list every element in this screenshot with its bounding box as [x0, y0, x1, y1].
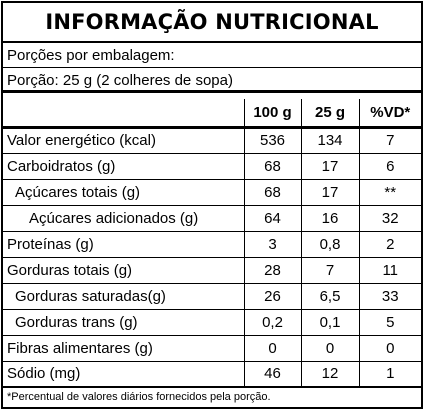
nutrient-name: Açúcares adicionados (g) — [3, 205, 244, 232]
value-per-serving: 7 — [300, 257, 359, 284]
table-row: Proteínas (g) 3 0,8 2 — [3, 231, 421, 258]
nutrient-name: Valor energético (kcal) — [3, 127, 244, 154]
value-per-100g: 0 — [243, 335, 301, 362]
table-row: Fibras alimentares (g) 0 0 0 — [3, 335, 421, 362]
value-per-serving: 6,5 — [300, 283, 359, 310]
value-daily-percent: 33 — [358, 283, 421, 310]
table-header-row: 100 g 25 g %VD* — [3, 99, 421, 129]
nutrient-name: Gorduras saturadas(g) — [3, 283, 244, 310]
value-daily-percent: 7 — [358, 127, 421, 154]
value-per-100g: 68 — [243, 153, 301, 180]
header-per-serving: 25 g — [300, 99, 359, 129]
nutrition-facts-panel: INFORMAÇÃO NUTRICIONAL Porções por embal… — [1, 1, 423, 409]
value-per-serving: 17 — [300, 179, 359, 206]
serving-size: Porção: 25 g (2 colheres de sopa) — [3, 68, 421, 93]
nutrient-name: Sódio (mg) — [3, 361, 244, 388]
nutrient-name: Gorduras trans (g) — [3, 309, 244, 336]
value-daily-percent: 0 — [358, 335, 421, 362]
nutrient-rows: Valor energético (kcal) 536 134 7 Carboidrat… — [3, 127, 421, 388]
value-per-100g: 0,2 — [243, 309, 301, 336]
table-row: Gorduras totais (g) 28 7 11 — [3, 257, 421, 284]
value-daily-percent: 11 — [358, 257, 421, 284]
value-per-100g: 28 — [243, 257, 301, 284]
footnote: *Percentual de valores diários fornecido… — [7, 391, 271, 403]
value-per-100g: 536 — [243, 127, 301, 154]
nutrient-name: Fibras alimentares (g) — [3, 335, 244, 362]
value-daily-percent: 1 — [358, 361, 421, 388]
nutrient-name: Açúcares totais (g) — [3, 179, 244, 206]
table-row: Carboidratos (g) 68 17 6 — [3, 153, 421, 180]
table-row: Gorduras saturadas(g) 26 6,5 33 — [3, 283, 421, 310]
value-per-100g: 3 — [243, 231, 301, 258]
table-row: Açúcares totais (g) 68 17 ** — [3, 179, 421, 206]
value-daily-percent: 5 — [358, 309, 421, 336]
table-row: Açúcares adicionados (g) 64 16 32 — [3, 205, 421, 232]
panel-title: INFORMAÇÃO NUTRICIONAL — [3, 3, 421, 43]
value-per-serving: 0,1 — [300, 309, 359, 336]
value-per-100g: 64 — [243, 205, 301, 232]
value-per-serving: 12 — [300, 361, 359, 388]
table-row: Valor energético (kcal) 536 134 7 — [3, 127, 421, 154]
value-daily-percent: 2 — [358, 231, 421, 258]
value-per-serving: 134 — [300, 127, 359, 154]
value-daily-percent: 6 — [358, 153, 421, 180]
table-row: Sódio (mg) 46 12 1 — [3, 361, 421, 388]
value-per-100g: 68 — [243, 179, 301, 206]
table-row: Gorduras trans (g) 0,2 0,1 5 — [3, 309, 421, 336]
nutrient-name: Gorduras totais (g) — [3, 257, 244, 284]
header-daily-value: %VD* — [358, 99, 421, 129]
nutrient-name: Proteínas (g) — [3, 231, 244, 258]
value-per-100g: 26 — [243, 283, 301, 310]
value-per-serving: 17 — [300, 153, 359, 180]
value-per-serving: 16 — [300, 205, 359, 232]
nutrient-name: Carboidratos (g) — [3, 153, 244, 180]
nutrition-table: 100 g 25 g %VD* Valor energético (kcal) 5… — [3, 99, 421, 388]
header-per-100g: 100 g — [243, 99, 301, 129]
value-per-100g: 46 — [243, 361, 301, 388]
value-daily-percent: 32 — [358, 205, 421, 232]
value-daily-percent: ** — [358, 179, 421, 206]
header-nutrient — [3, 99, 244, 129]
servings-per-package: Porções por embalagem: — [3, 43, 421, 68]
value-per-serving: 0 — [300, 335, 359, 362]
value-per-serving: 0,8 — [300, 231, 359, 258]
